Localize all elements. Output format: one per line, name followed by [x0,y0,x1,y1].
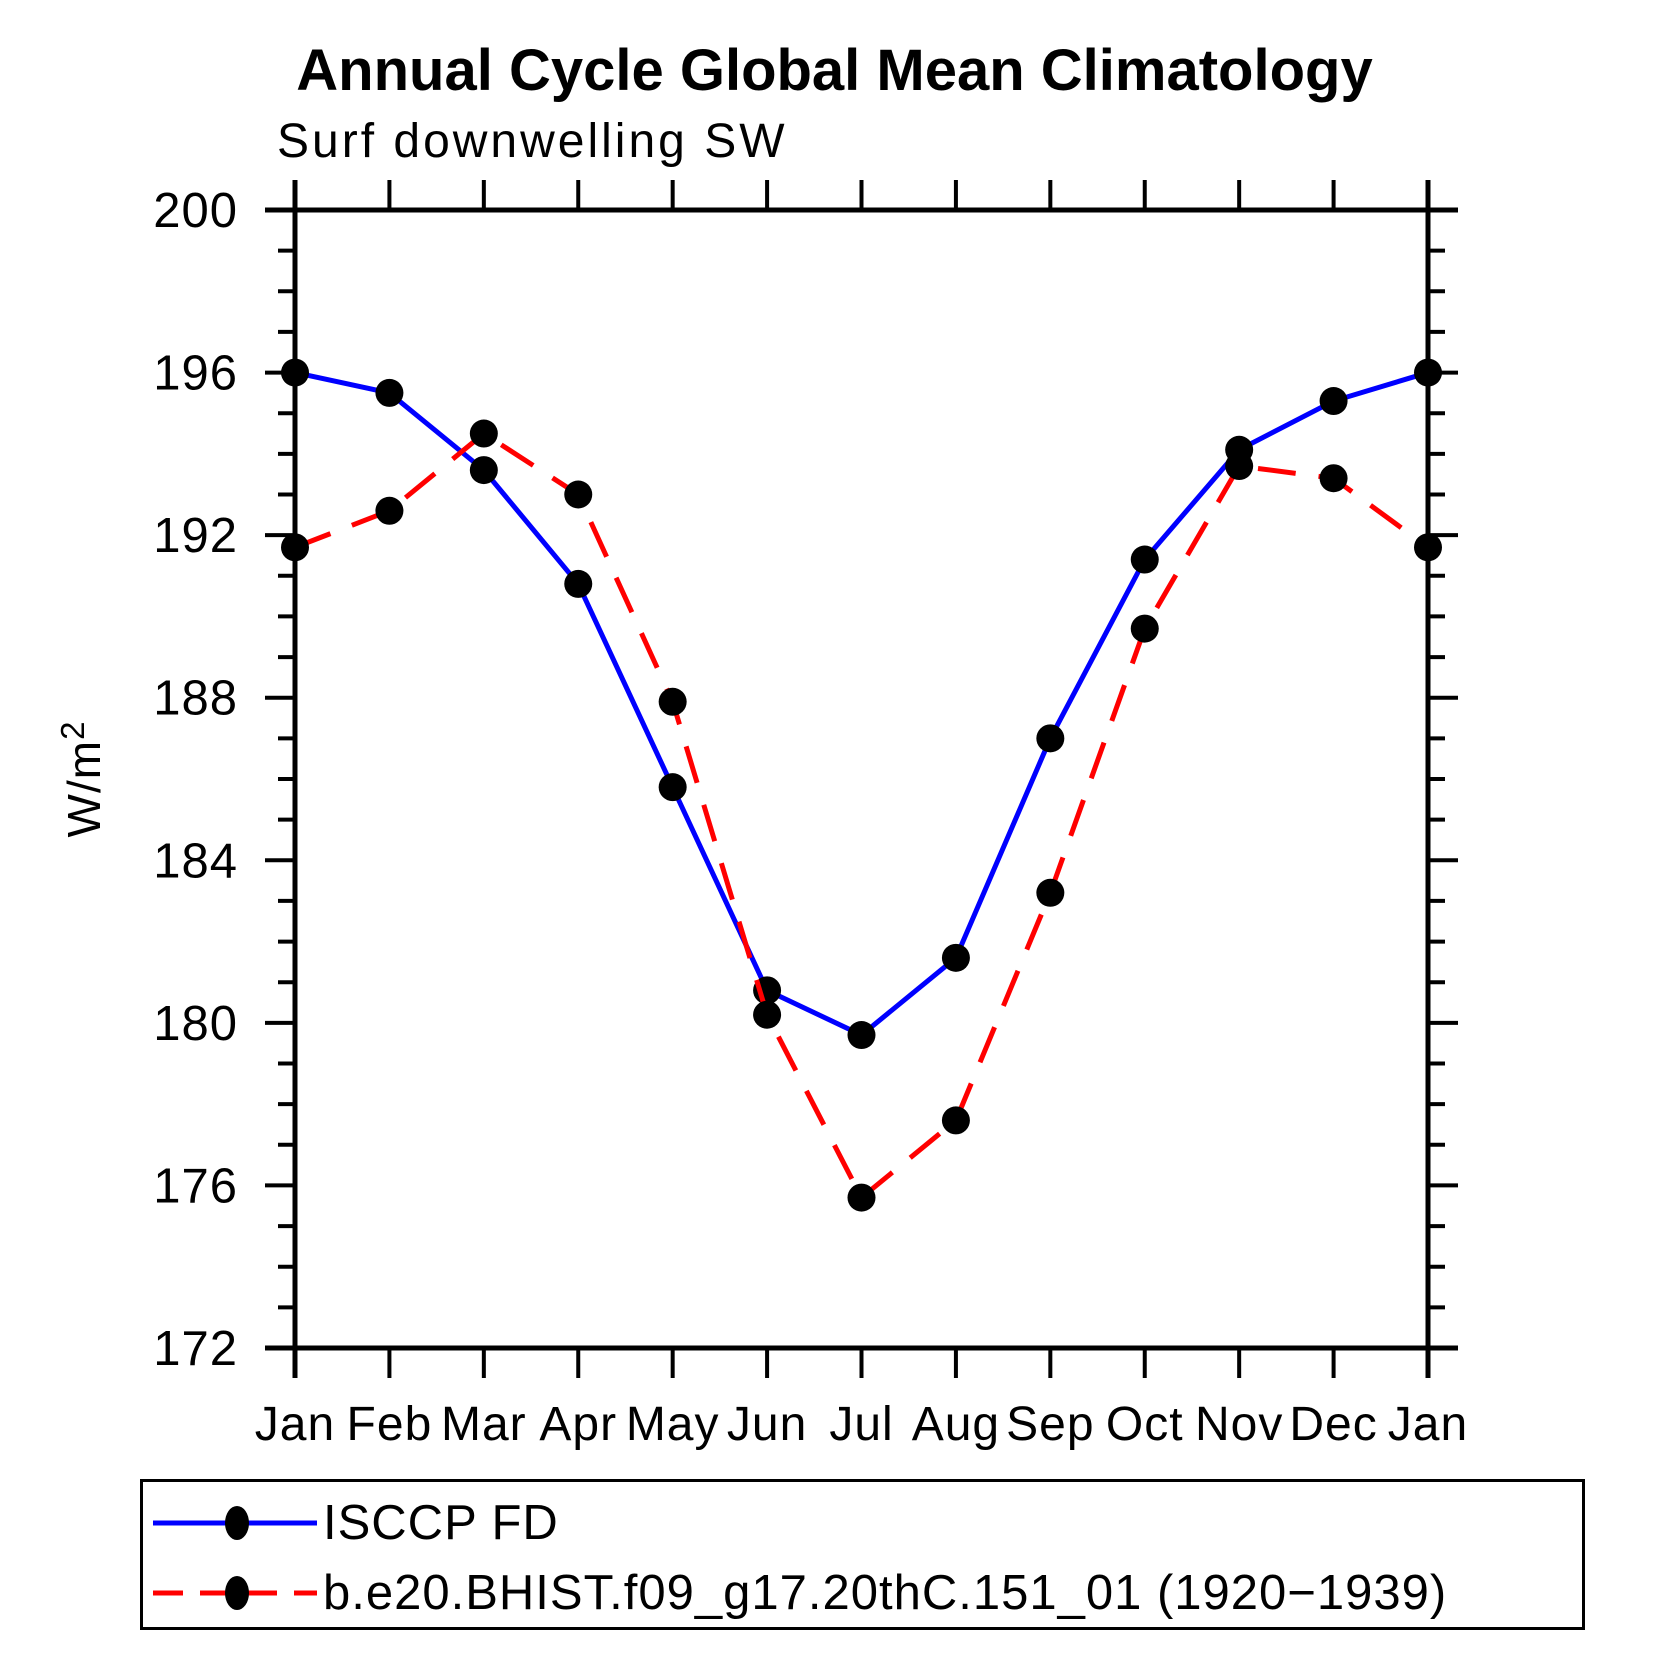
legend-entry-0: ISCCP FD [151,1494,559,1552]
data-point-s1-m9 [1130,614,1159,643]
data-point-s1-m12 [1414,533,1442,562]
y-tick-label: 180 [153,997,238,1051]
legend-label-1: b.e20.BHIST.f09_g17.20thC.151_01 (1920−1… [323,1566,1448,1620]
data-point-s0-m4 [658,773,687,802]
x-tick-label: Oct [1106,1398,1184,1451]
data-point-s1-m11 [1319,464,1348,493]
y-tick-label: 172 [153,1322,238,1376]
x-tick-label: May [626,1398,720,1451]
chart-title: Annual Cycle Global Mean Climatology [296,38,1373,103]
x-tick-label: Nov [1195,1398,1283,1451]
legend-dot-1 [225,1576,249,1610]
data-point-s1-m1 [375,496,404,525]
legend-marker-0 [153,1506,317,1540]
x-tick-label: Jul [829,1398,893,1451]
legend-label-0: ISCCP FD [323,1496,559,1550]
y-tick-label: 176 [153,1159,238,1213]
data-point-s0-m2 [469,456,498,485]
legend-box: ISCCP FD b.e20.BHIST.f09_g17.20thC.151_01… [140,1479,1585,1630]
data-point-s1-m8 [1036,878,1065,907]
data-point-s0-m0 [281,358,309,387]
data-point-s1-m4 [658,687,687,716]
series-line-0 [294,370,1429,1038]
x-tick-label: Aug [912,1398,1000,1451]
data-point-s0-m9 [1130,545,1159,574]
y-tick-label: 184 [153,834,238,888]
x-tick-label: Jan [255,1398,335,1451]
data-point-s1-m0 [281,533,309,562]
data-point-s0-m11 [1319,387,1348,416]
data-point-s1-m3 [564,480,593,509]
y-tick-label: 200 [153,184,238,238]
legend-marker-1 [153,1576,317,1610]
data-point-s1-m7 [941,1106,970,1135]
data-point-s0-m8 [1036,724,1065,753]
data-point-s1-m5 [753,1000,782,1029]
data-point-s1-m6 [847,1183,876,1212]
x-tick-label: Sep [1006,1398,1094,1451]
data-point-s0-m3 [564,569,593,598]
series-line-1 [294,430,1430,1202]
y-tick-label: 192 [153,509,238,563]
data-point-s0-m7 [941,943,970,972]
x-tick-label: Jun [727,1398,807,1451]
y-axis-title: W/m2 [54,721,110,838]
data-point-s1-m10 [1225,452,1254,481]
data-point-s0-m12 [1414,358,1442,387]
data-point-s0-m6 [847,1021,876,1050]
x-tick-label: Mar [441,1398,527,1451]
legend-dot-0 [225,1506,249,1540]
legend-entry-1: b.e20.BHIST.f09_g17.20thC.151_01 (1920−1… [151,1564,1447,1622]
data-point-s1-m2 [469,419,498,448]
x-tick-label: Apr [539,1398,617,1451]
y-axis-title-superscript: 2 [54,721,91,740]
x-tick-label: Feb [347,1398,433,1451]
chart-subtitle: Surf downwelling SW [277,115,788,168]
y-tick-label: 188 [153,672,238,726]
x-tick-label: Jan [1388,1398,1468,1451]
x-tick-label: Dec [1289,1398,1377,1451]
y-tick-label: 196 [153,347,238,401]
data-point-s0-m1 [375,378,404,407]
